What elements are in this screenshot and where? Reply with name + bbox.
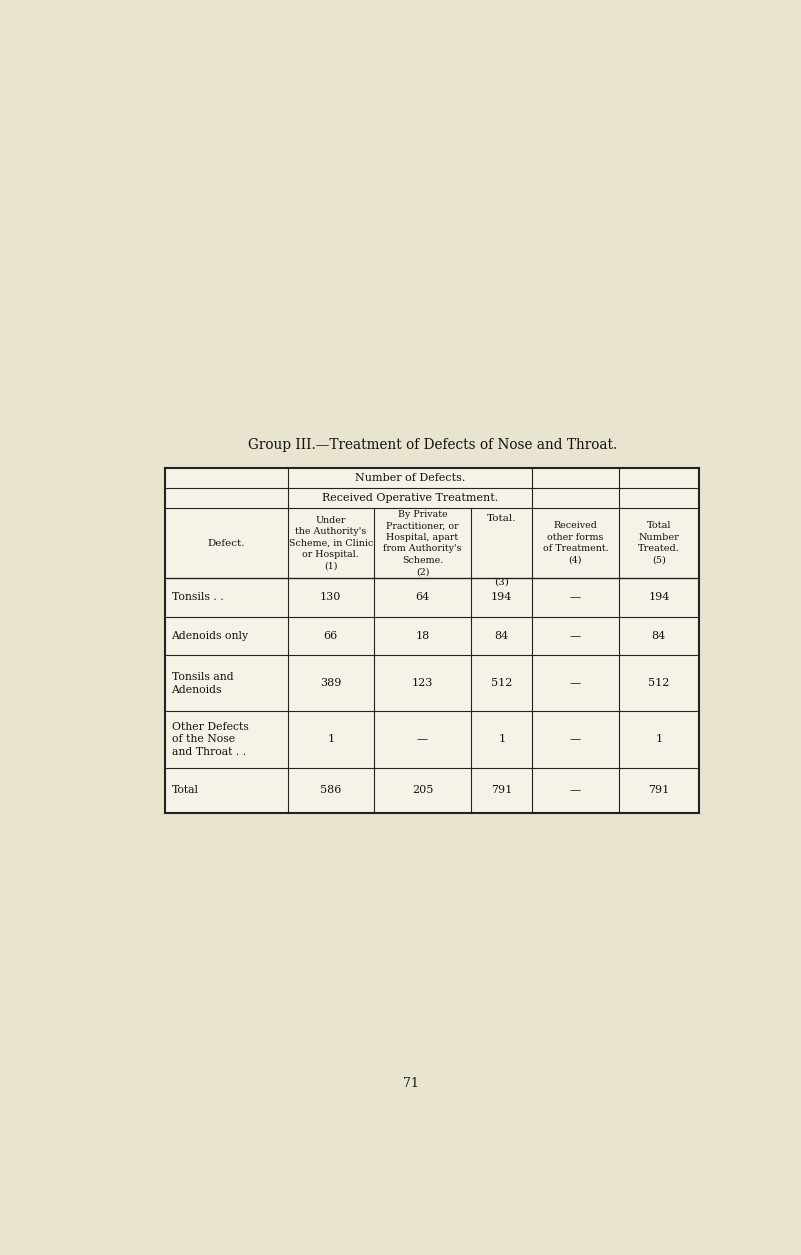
Text: Total.: Total. bbox=[487, 515, 517, 523]
Text: —: — bbox=[570, 734, 581, 744]
Text: 586: 586 bbox=[320, 786, 341, 794]
Text: Under
the Authority's
Scheme, in Clinic
or Hospital.
(1): Under the Authority's Scheme, in Clinic … bbox=[288, 516, 373, 571]
Text: 130: 130 bbox=[320, 592, 341, 602]
Text: —: — bbox=[570, 679, 581, 688]
Text: Received Operative Treatment.: Received Operative Treatment. bbox=[322, 493, 498, 503]
Text: (3): (3) bbox=[494, 577, 509, 586]
Text: Tonsils . .: Tonsils . . bbox=[171, 592, 223, 602]
Text: 791: 791 bbox=[491, 786, 513, 794]
Text: Tonsils and
Adenoids: Tonsils and Adenoids bbox=[171, 671, 233, 695]
Text: 205: 205 bbox=[412, 786, 433, 794]
Text: —: — bbox=[417, 734, 428, 744]
Text: 18: 18 bbox=[416, 631, 429, 641]
Text: Group III.—Treatment of Defects of Nose and Throat.: Group III.—Treatment of Defects of Nose … bbox=[248, 438, 617, 452]
Text: 84: 84 bbox=[495, 631, 509, 641]
Text: 194: 194 bbox=[648, 592, 670, 602]
Text: 84: 84 bbox=[652, 631, 666, 641]
Text: —: — bbox=[570, 631, 581, 641]
Text: Adenoids only: Adenoids only bbox=[171, 631, 248, 641]
Text: Defect.: Defect. bbox=[207, 538, 245, 547]
Text: 389: 389 bbox=[320, 679, 341, 688]
Text: 1: 1 bbox=[327, 734, 334, 744]
Text: 123: 123 bbox=[412, 679, 433, 688]
Text: 791: 791 bbox=[648, 786, 670, 794]
Text: Total: Total bbox=[171, 786, 199, 794]
Text: 512: 512 bbox=[648, 679, 670, 688]
Text: 64: 64 bbox=[416, 592, 429, 602]
Text: 71: 71 bbox=[403, 1077, 418, 1089]
Bar bbox=[165, 468, 699, 812]
Text: 1: 1 bbox=[498, 734, 505, 744]
Text: Received
other forms
of Treatment.
(4): Received other forms of Treatment. (4) bbox=[542, 521, 608, 565]
Text: 512: 512 bbox=[491, 679, 513, 688]
Text: Number of Defects.: Number of Defects. bbox=[355, 473, 465, 483]
Text: Total
Number
Treated.
(5): Total Number Treated. (5) bbox=[638, 521, 680, 565]
Text: 66: 66 bbox=[324, 631, 338, 641]
Text: 194: 194 bbox=[491, 592, 513, 602]
Text: By Private
Practitioner, or
Hospital, apart
from Authority's
Scheme.
(2): By Private Practitioner, or Hospital, ap… bbox=[383, 510, 461, 576]
Text: 1: 1 bbox=[655, 734, 662, 744]
Text: —: — bbox=[570, 786, 581, 794]
Text: —: — bbox=[570, 592, 581, 602]
Text: Other Defects
of the Nose
and Throat . .: Other Defects of the Nose and Throat . . bbox=[171, 722, 248, 757]
